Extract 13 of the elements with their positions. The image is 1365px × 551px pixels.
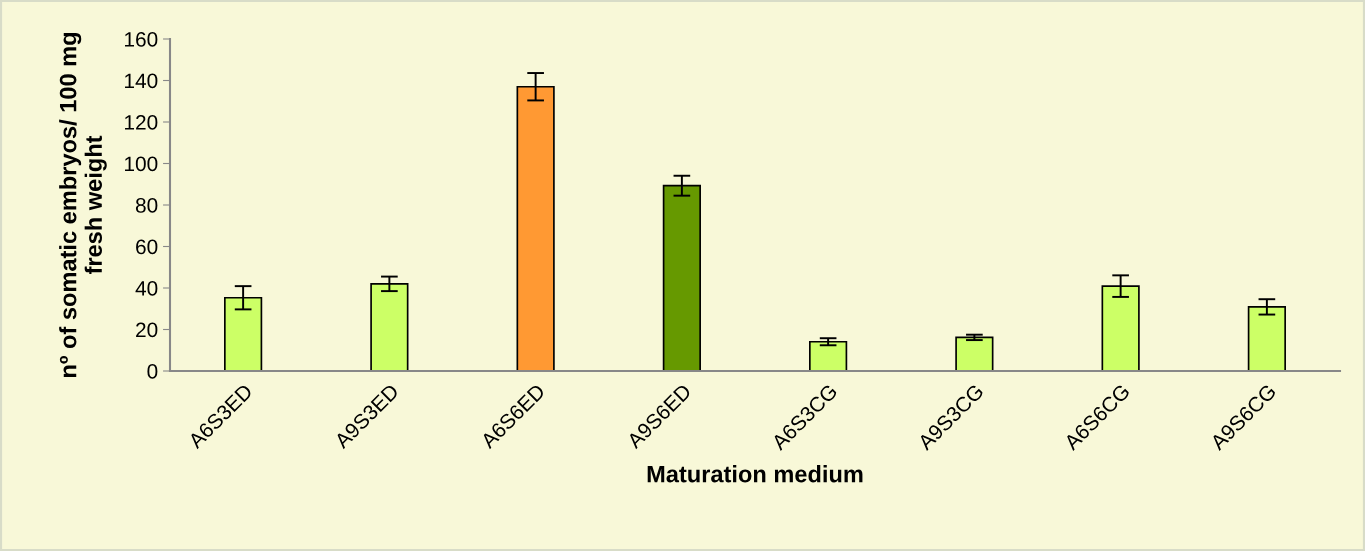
- y-axis-title: nº of somatic embryos/ 100 mg fresh weight: [59, 32, 107, 378]
- y-tick-label: 40: [135, 281, 158, 296]
- y-tick-label: 160: [125, 32, 158, 47]
- y-tick-label: 20: [136, 322, 158, 338]
- bar: [955, 336, 994, 371]
- bar: [809, 340, 848, 371]
- y-tick-label: 80: [135, 198, 158, 213]
- y-tick-label: 60: [136, 239, 158, 255]
- y-tick-label: 140: [125, 73, 158, 89]
- x-axis-title: Maturation medium: [647, 465, 863, 483]
- y-tick-label: 120: [125, 115, 158, 130]
- y-tick-label: 0: [147, 364, 158, 379]
- y-tick-label: 100: [125, 156, 158, 172]
